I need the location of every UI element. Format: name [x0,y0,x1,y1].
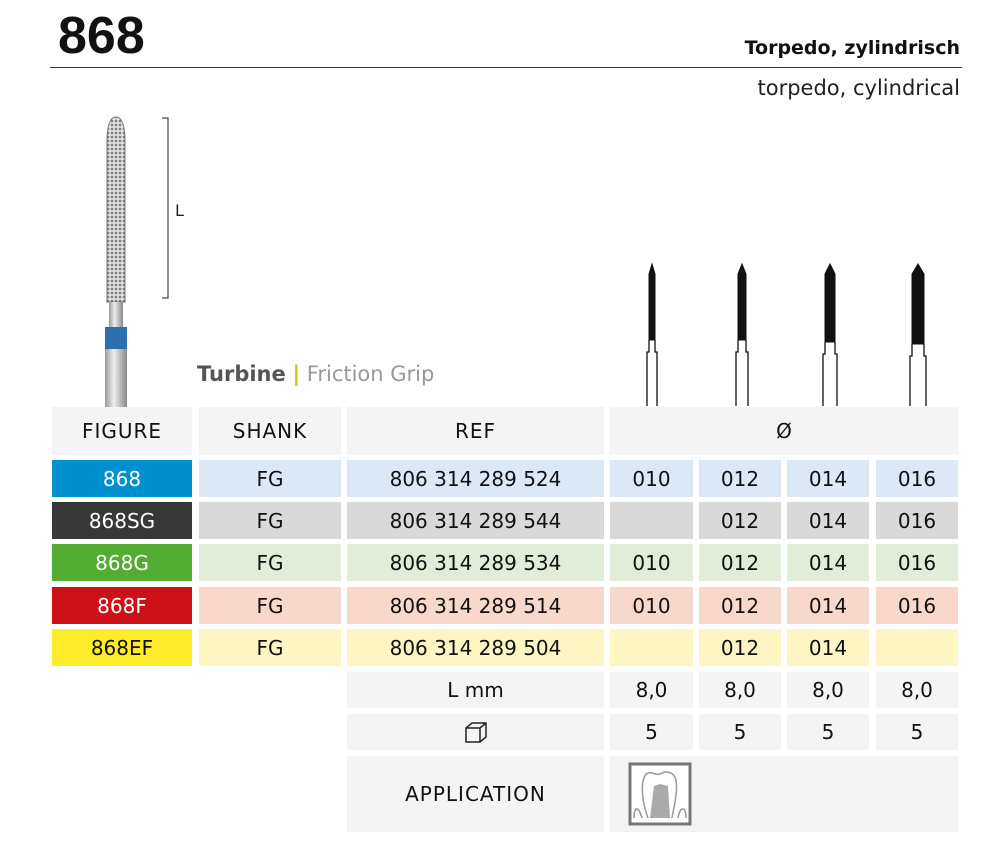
figure-cell: 868G [52,544,192,581]
figure-cell: 868SG [52,502,192,539]
size-cell: 014 [787,460,869,497]
header-ref: REF [347,407,604,455]
product-number: 868 [58,7,145,65]
size-cell: 012 [699,544,781,581]
figure-cell: 868 [52,460,192,497]
separator: | [292,362,301,386]
friction-grip-label: Friction Grip [306,362,435,386]
figure-cell: 868F [52,587,192,624]
ref-cell: 806 314 289 504 [347,629,604,666]
size-cell: 012 [699,629,781,666]
size-cell: 016 [876,587,958,624]
figure-cell: 868EF [52,629,192,666]
title-german: Torpedo, zylindrisch [744,37,960,59]
size-cell: 014 [787,544,869,581]
shank-cell: FG [199,544,341,581]
size-cell: 014 [787,587,869,624]
shank-cell: FG [199,587,341,624]
size-cell: 012 [699,587,781,624]
ref-cell: 806 314 289 544 [347,502,604,539]
package-quantity: 5 [876,714,958,750]
bur-illustration: L [105,116,184,407]
shank-cell: FG [199,629,341,666]
length-value: 8,0 [876,672,958,708]
application-label: APPLICATION [347,756,604,832]
size-cell: 014 [787,502,869,539]
bur-size-drawings [646,262,927,406]
size-cell: 010 [610,460,693,497]
shank-cell: FG [199,460,341,497]
ref-cell: 806 314 289 514 [347,587,604,624]
ref-cell: 806 314 289 534 [347,544,604,581]
length-value: 8,0 [699,672,781,708]
size-cell: 016 [876,502,958,539]
size-cell: 012 [699,502,781,539]
application-area [610,756,958,832]
package-quantity: 5 [699,714,781,750]
size-cell [610,629,693,666]
package-quantity: 5 [610,714,693,750]
size-cell: 012 [699,460,781,497]
size-cell: 016 [876,544,958,581]
size-cell: 016 [876,460,958,497]
package-quantity: 5 [787,714,869,750]
length-value: 8,0 [787,672,869,708]
length-label: L [175,201,184,220]
size-cell [876,629,958,666]
size-cell: 010 [610,544,693,581]
tooth-crown-preparation-icon [628,762,692,826]
ref-cell: 806 314 289 524 [347,460,604,497]
length-label: L mm [347,672,604,708]
package-box-icon [347,714,604,750]
size-cell: 010 [610,587,693,624]
shank-type-label: Turbine | Friction Grip [197,362,434,386]
length-value: 8,0 [610,672,693,708]
shank-cell: FG [199,502,341,539]
header-diameter: Ø [610,407,958,455]
title-english: torpedo, cylindrical [757,76,961,100]
size-cell [610,502,693,539]
turbine-label: Turbine [197,362,286,386]
size-cell: 014 [787,629,869,666]
header-figure: FIGURE [52,407,192,455]
divider [50,67,962,68]
header-shank: SHANK [199,407,341,455]
